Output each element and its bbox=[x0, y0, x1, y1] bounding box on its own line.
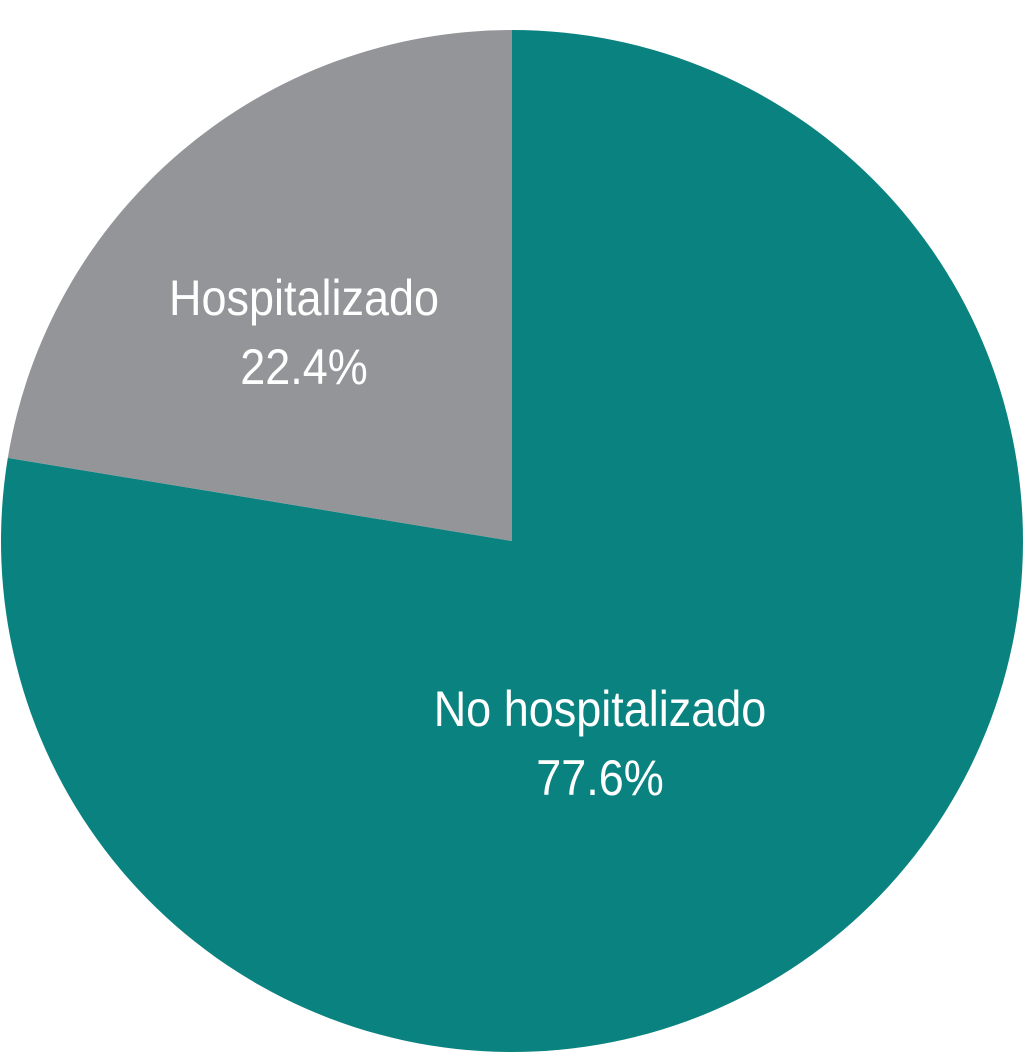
slice-value-no-hospitalizado: 77.6% bbox=[536, 751, 664, 807]
slice-label-hospitalizado: Hospitalizado bbox=[169, 271, 439, 327]
pie-slice-hospitalizado bbox=[7, 30, 512, 541]
slice-label-no-hospitalizado: No hospitalizado bbox=[434, 682, 767, 738]
slice-value-hospitalizado: 22.4% bbox=[240, 340, 368, 396]
